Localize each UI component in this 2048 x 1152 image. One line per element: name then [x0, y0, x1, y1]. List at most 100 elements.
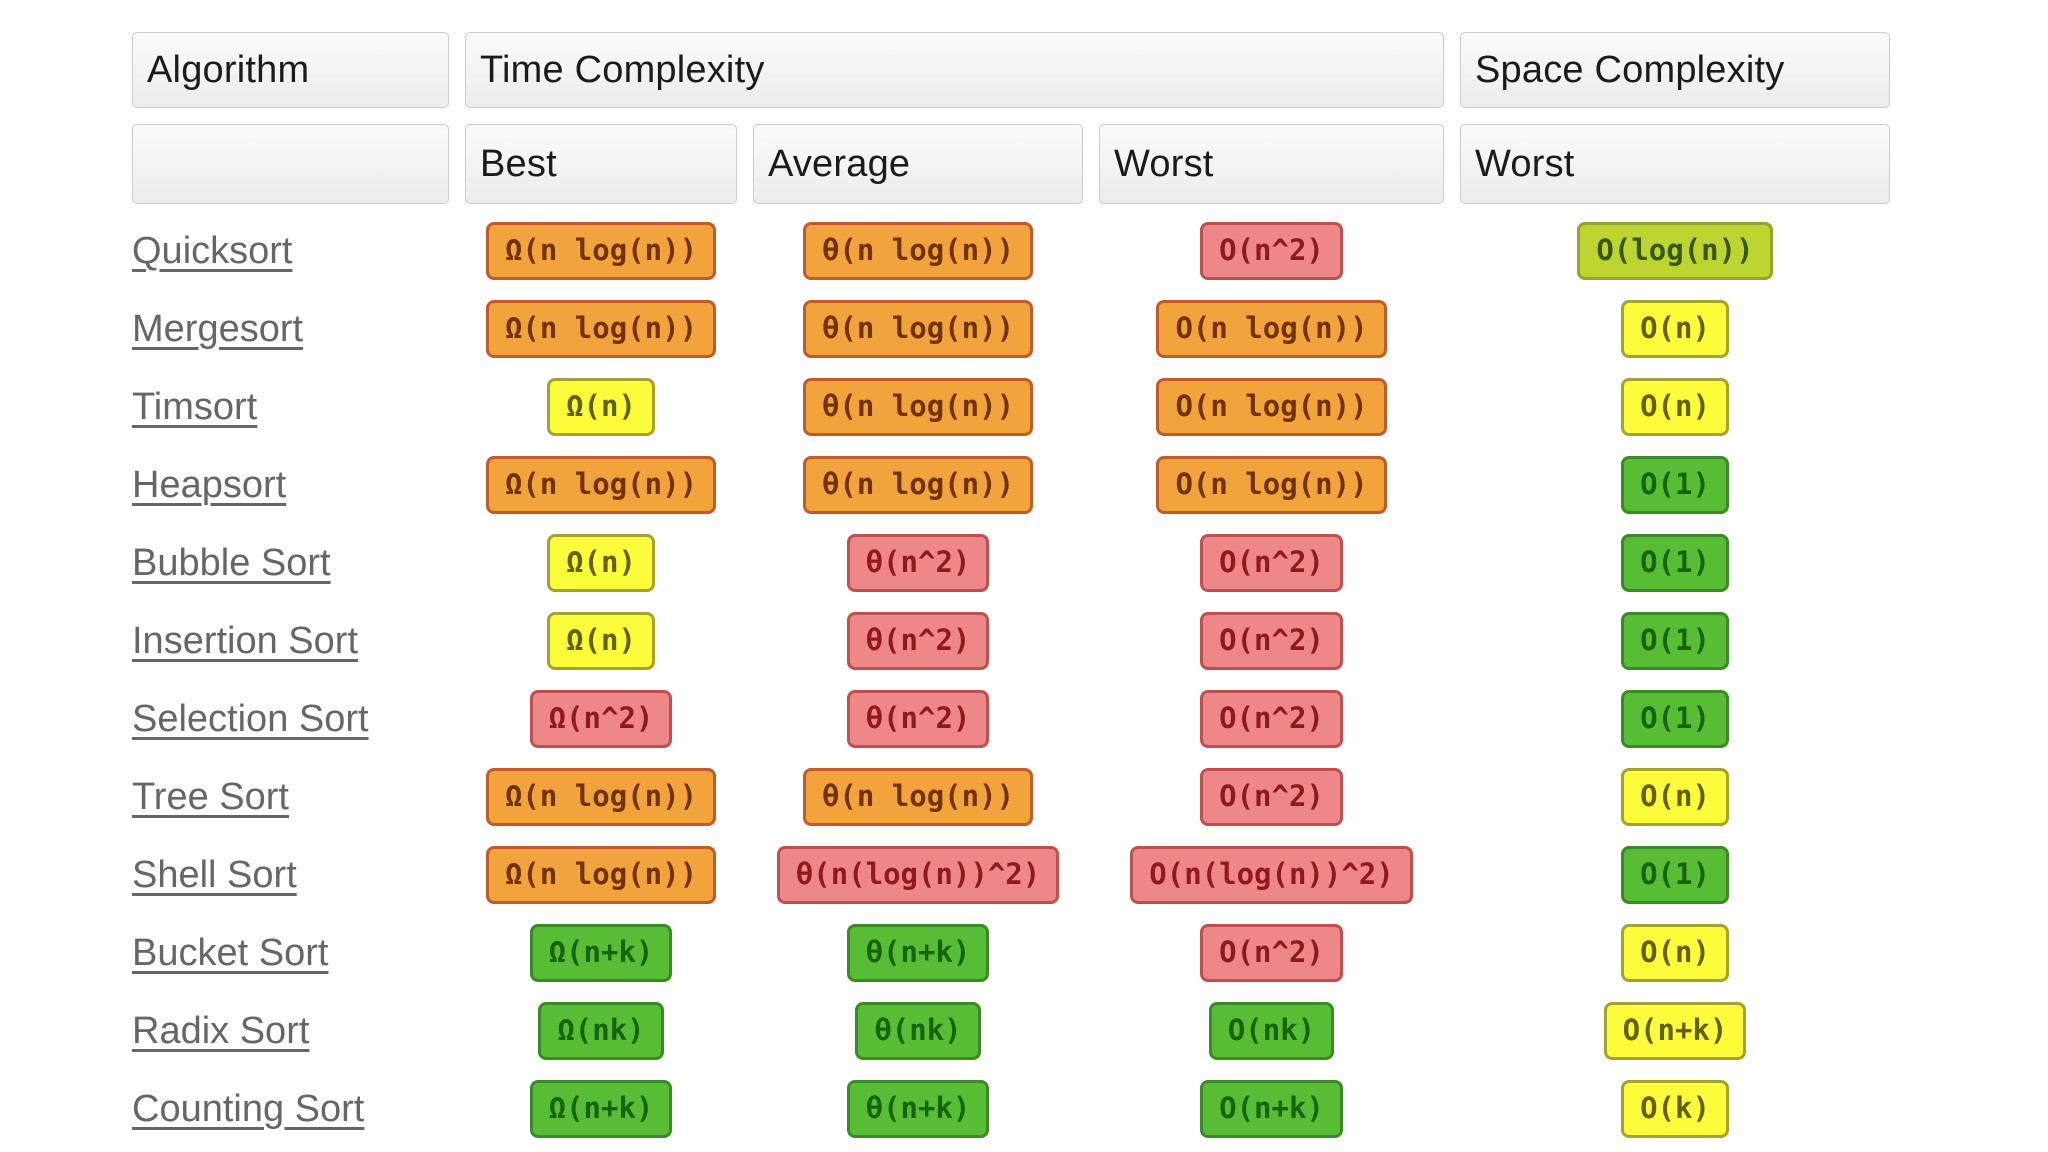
space-complexity-cell: O(n) — [1460, 298, 1890, 360]
space-complexity-badge: O(1) — [1621, 846, 1729, 904]
best-complexity-cell: Ω(n log(n)) — [465, 220, 737, 282]
space-complexity-badge: O(1) — [1621, 456, 1729, 514]
worst-complexity-badge: O(n^2) — [1200, 534, 1343, 592]
subheader-average: Average — [753, 124, 1083, 204]
worst-complexity-cell: O(n^2) — [1099, 688, 1444, 750]
worst-complexity-badge: O(n^2) — [1200, 222, 1343, 280]
space-complexity-badge: O(n) — [1621, 924, 1729, 982]
space-complexity-badge: O(1) — [1621, 534, 1729, 592]
best-complexity-badge: Ω(n log(n)) — [485, 300, 717, 358]
algorithm-link[interactable]: Mergesort — [132, 307, 304, 350]
worst-complexity-cell: O(n log(n)) — [1099, 376, 1444, 438]
worst-complexity-badge: O(n log(n)) — [1156, 300, 1387, 358]
subheader-worst: Worst — [1099, 124, 1444, 204]
worst-complexity-badge: O(n^2) — [1200, 924, 1343, 982]
algorithm-link[interactable]: Selection Sort — [132, 697, 369, 740]
algorithm-link[interactable]: Bubble Sort — [132, 541, 331, 584]
algorithm-link[interactable]: Insertion Sort — [132, 619, 358, 662]
space-complexity-cell: O(1) — [1460, 688, 1890, 750]
average-complexity-cell: θ(n log(n)) — [753, 454, 1083, 516]
average-complexity-cell: θ(n log(n)) — [753, 298, 1083, 360]
best-complexity-badge: Ω(n) — [547, 378, 655, 436]
space-complexity-cell: O(1) — [1460, 454, 1890, 516]
space-complexity-badge: O(k) — [1621, 1080, 1729, 1138]
worst-complexity-cell: O(n(log(n))^2) — [1099, 844, 1444, 906]
algorithm-link[interactable]: Quicksort — [132, 229, 293, 272]
average-complexity-cell: θ(n^2) — [753, 610, 1083, 672]
algorithm-link[interactable]: Bucket Sort — [132, 931, 329, 974]
table-row-algorithm-cell: Tree Sort — [132, 766, 449, 828]
best-complexity-cell: Ω(nk) — [465, 1000, 737, 1062]
table-row-algorithm-cell: Heapsort — [132, 454, 449, 516]
table-row-algorithm-cell: Timsort — [132, 376, 449, 438]
header-algorithm: Algorithm — [132, 32, 449, 108]
average-complexity-cell: θ(n log(n)) — [753, 766, 1083, 828]
average-complexity-badge: θ(n log(n)) — [802, 300, 1034, 358]
algorithm-link[interactable]: Timsort — [132, 385, 258, 428]
algorithm-link[interactable]: Radix Sort — [132, 1009, 310, 1052]
space-complexity-cell: O(1) — [1460, 844, 1890, 906]
worst-complexity-badge: O(n log(n)) — [1156, 456, 1387, 514]
table-row-algorithm-cell: Selection Sort — [132, 688, 449, 750]
average-complexity-badge: θ(n^2) — [846, 534, 990, 592]
space-complexity-badge: O(n) — [1621, 378, 1729, 436]
header-space-complexity: Space Complexity — [1460, 32, 1890, 108]
algorithm-link[interactable]: Heapsort — [132, 463, 287, 506]
average-complexity-badge: θ(n^2) — [846, 612, 990, 670]
table-row-algorithm-cell: Counting Sort — [132, 1078, 449, 1140]
space-complexity-badge: O(n) — [1621, 768, 1729, 826]
best-complexity-cell: Ω(n log(n)) — [465, 298, 737, 360]
worst-complexity-badge: O(n(log(n))^2) — [1130, 846, 1413, 904]
best-complexity-cell: Ω(n^2) — [465, 688, 737, 750]
space-complexity-badge: O(n+k) — [1603, 1002, 1747, 1060]
space-complexity-cell: O(1) — [1460, 610, 1890, 672]
average-complexity-cell: θ(n(log(n))^2) — [753, 844, 1083, 906]
best-complexity-badge: Ω(n) — [547, 534, 655, 592]
subheader-best: Best — [465, 124, 737, 204]
space-complexity-badge: O(1) — [1621, 612, 1729, 670]
table-row-algorithm-cell: Bubble Sort — [132, 532, 449, 594]
algorithm-link[interactable]: Counting Sort — [132, 1087, 365, 1130]
worst-complexity-cell: O(n log(n)) — [1099, 454, 1444, 516]
average-complexity-badge: θ(n(log(n))^2) — [776, 846, 1060, 904]
worst-complexity-cell: O(n^2) — [1099, 220, 1444, 282]
space-complexity-badge: O(log(n)) — [1577, 222, 1773, 280]
best-complexity-cell: Ω(n log(n)) — [465, 844, 737, 906]
average-complexity-cell: θ(n^2) — [753, 532, 1083, 594]
space-complexity-cell: O(n) — [1460, 376, 1890, 438]
average-complexity-badge: θ(n log(n)) — [802, 768, 1034, 826]
worst-complexity-cell: O(n log(n)) — [1099, 298, 1444, 360]
worst-complexity-cell: O(nk) — [1099, 1000, 1444, 1062]
average-complexity-cell: θ(n+k) — [753, 1078, 1083, 1140]
algorithm-link[interactable]: Tree Sort — [132, 775, 289, 818]
average-complexity-badge: θ(n^2) — [846, 690, 990, 748]
average-complexity-cell: θ(n^2) — [753, 688, 1083, 750]
average-complexity-badge: θ(n+k) — [846, 1080, 990, 1138]
worst-complexity-badge: O(n log(n)) — [1156, 378, 1387, 436]
space-complexity-cell: O(n) — [1460, 766, 1890, 828]
average-complexity-badge: θ(n log(n)) — [802, 456, 1034, 514]
algorithm-link[interactable]: Shell Sort — [132, 853, 297, 896]
worst-complexity-cell: O(n^2) — [1099, 532, 1444, 594]
average-complexity-cell: θ(n log(n)) — [753, 376, 1083, 438]
best-complexity-cell: Ω(n) — [465, 610, 737, 672]
worst-complexity-cell: O(n^2) — [1099, 610, 1444, 672]
best-complexity-cell: Ω(n) — [465, 532, 737, 594]
subheader-empty — [132, 124, 449, 204]
average-complexity-cell: θ(nk) — [753, 1000, 1083, 1062]
best-complexity-cell: Ω(n+k) — [465, 1078, 737, 1140]
best-complexity-badge: Ω(n log(n)) — [485, 846, 717, 904]
average-complexity-badge: θ(n log(n)) — [802, 378, 1034, 436]
best-complexity-badge: Ω(n log(n)) — [485, 768, 717, 826]
worst-complexity-badge: O(n+k) — [1200, 1080, 1343, 1138]
worst-complexity-badge: O(nk) — [1208, 1002, 1335, 1060]
best-complexity-cell: Ω(n) — [465, 376, 737, 438]
worst-complexity-badge: O(n^2) — [1200, 690, 1343, 748]
worst-complexity-badge: O(n^2) — [1200, 612, 1343, 670]
space-complexity-cell: O(log(n)) — [1460, 220, 1890, 282]
best-complexity-badge: Ω(nk) — [538, 1002, 664, 1060]
table-row-algorithm-cell: Quicksort — [132, 220, 449, 282]
space-complexity-cell: O(n+k) — [1460, 1000, 1890, 1062]
worst-complexity-cell: O(n^2) — [1099, 922, 1444, 984]
complexity-table: Algorithm Time Complexity Space Complexi… — [132, 32, 1890, 1140]
